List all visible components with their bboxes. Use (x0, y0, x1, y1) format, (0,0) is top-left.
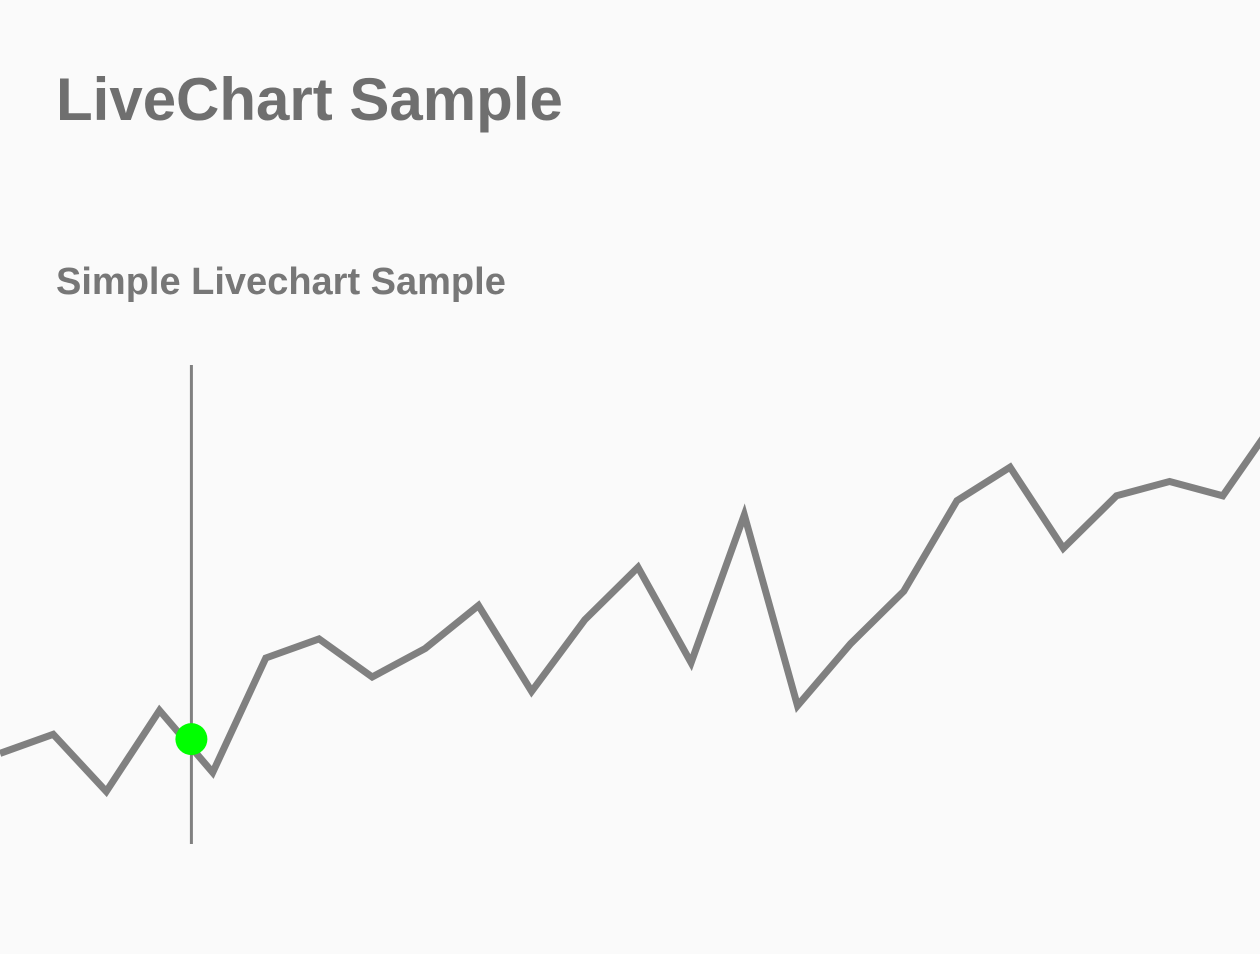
data-point (263, 655, 269, 661)
data-point (795, 703, 801, 709)
data-point (582, 617, 588, 623)
data-point (422, 645, 428, 651)
data-point (529, 688, 535, 694)
chart-subtitle: Simple Livechart Sample (56, 261, 506, 303)
data-point (1167, 479, 1173, 485)
page-title: LiveChart Sample (56, 66, 563, 133)
series-line-0 (0, 436, 1260, 798)
data-point (688, 660, 694, 666)
data-point (1007, 464, 1013, 470)
data-point (50, 731, 56, 737)
data-point (210, 770, 216, 776)
data-point (741, 512, 747, 518)
data-point (316, 636, 322, 642)
data-point (1114, 493, 1120, 499)
data-point (1220, 493, 1226, 499)
data-point (848, 641, 854, 647)
data-point (103, 789, 109, 795)
data-point (901, 588, 907, 594)
data-point (635, 564, 641, 570)
data-point (157, 707, 163, 713)
data-point (369, 674, 375, 680)
cursor-point[interactable] (175, 723, 208, 756)
data-point (476, 603, 482, 609)
data-point (1060, 545, 1066, 551)
data-point (954, 498, 960, 504)
